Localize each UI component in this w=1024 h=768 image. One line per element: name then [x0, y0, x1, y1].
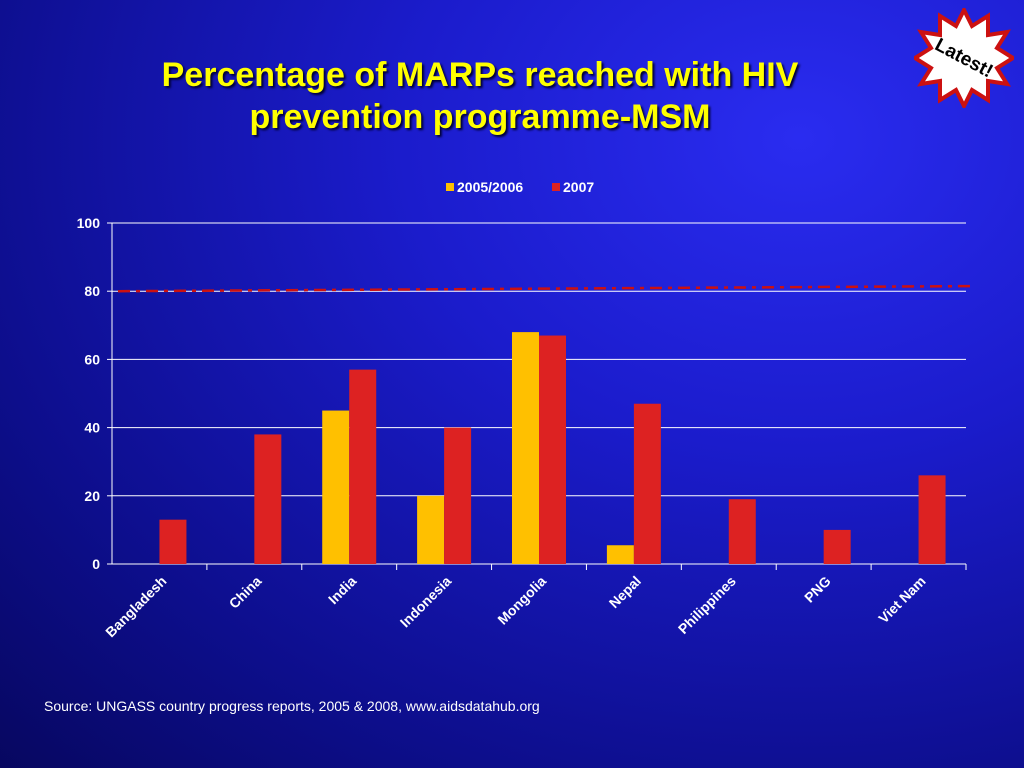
legend-label: 2005/2006 — [457, 179, 523, 195]
y-tick-label: 20 — [84, 488, 100, 504]
bar-2007 — [444, 427, 472, 564]
bar-2007 — [728, 499, 756, 564]
x-tick-label: India — [325, 573, 360, 608]
y-tick-label: 60 — [84, 351, 100, 367]
x-tick-label: Bangladesh — [102, 573, 169, 640]
y-tick-label: 100 — [77, 215, 101, 231]
legend-swatch — [552, 183, 560, 191]
y-tick-label: 0 — [92, 556, 100, 572]
bar-2007 — [633, 403, 661, 564]
x-tick-label: PNG — [801, 573, 834, 606]
bar-2005-2006 — [417, 495, 445, 564]
legend-label: 2007 — [563, 179, 594, 195]
bar-2005-2006 — [322, 410, 350, 564]
x-tick-label: Philippines — [675, 573, 739, 637]
source-note: Source: UNGASS country progress reports,… — [44, 698, 540, 714]
bar-2005-2006 — [606, 545, 634, 564]
x-tick-label: Nepal — [606, 573, 644, 611]
bar-chart: 0 20 40 60 80 100 Bangladesh China India Indonesi… — [77, 179, 973, 640]
title-line-1: Percentage of MARPs reached with HIV — [161, 56, 799, 94]
bar-2007 — [918, 475, 946, 564]
y-tick-label: 80 — [84, 283, 100, 299]
bar-2007 — [349, 369, 377, 564]
bar-2007 — [254, 434, 282, 564]
latest-badge: Latest! — [914, 8, 1014, 108]
legend-swatch — [446, 183, 454, 191]
badge-star-shape — [914, 8, 1014, 108]
bar-2007 — [159, 519, 187, 564]
x-tick-label: Indonesia — [397, 573, 455, 631]
bar-2007 — [539, 335, 566, 564]
target-reference-line — [117, 284, 973, 293]
x-tick-label: China — [226, 573, 265, 612]
x-tick-label: Mongolia — [494, 573, 549, 628]
bar-2007 — [823, 529, 851, 564]
y-tick-label: 40 — [84, 420, 100, 436]
slide-title: Percentage of MARPs reached with HIV pre… — [40, 54, 920, 138]
title-line-2: prevention programme-MSM — [249, 98, 711, 136]
x-tick-label: Viet Nam — [875, 573, 929, 627]
bar-2005-2006 — [512, 332, 539, 564]
